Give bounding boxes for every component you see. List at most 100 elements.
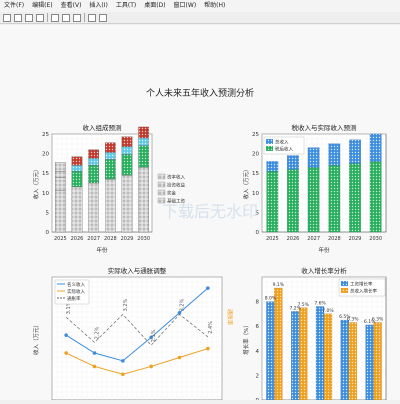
- c1-ytick-label: 10: [42, 191, 49, 197]
- c3-point-s1: [206, 346, 210, 351]
- c1-bar-2029-s3: [121, 136, 133, 147]
- c2-ytick-label: 5: [256, 210, 260, 216]
- c3-point-s0: [149, 335, 153, 340]
- c1-ytick-label: 15: [42, 171, 49, 177]
- c1-bar-2026-s2: [71, 165, 83, 172]
- c2-bar-after-tax-2027: [307, 167, 320, 233]
- menu-item-2[interactable]: 查看(V): [60, 2, 82, 9]
- legend-icon[interactable]: [99, 13, 107, 22]
- c1-xtick-label: 2026: [71, 236, 84, 242]
- c2-xlabel: 年份: [318, 246, 330, 254]
- c1-xtick-label: 2027: [87, 236, 100, 242]
- menu-bar: 文件(F) 编辑(E) 查看(V) 插入(I) 工具(T) 桌面(D) 窗口(W) 帮助(H): [0, 0, 400, 12]
- c4-legend-box: [338, 278, 386, 297]
- figure-canvas: 个人未来五年收入预测分析 收入组成预测 0 5 10 15 20 25 收入（万元） 年份 202…: [0, 25, 400, 404]
- c1-ytick-label: 25: [42, 132, 49, 138]
- c4-data-label: 7.0%: [322, 308, 334, 314]
- c4-bar-wage-2029: [340, 319, 349, 401]
- c4-data-label: 9.1%: [273, 282, 285, 288]
- pan-icon[interactable]: [73, 13, 81, 22]
- c1-bar-2025-s0: [55, 190, 66, 233]
- c3-point-s1: [149, 364, 153, 369]
- c4-data-label: 7.5%: [297, 302, 309, 308]
- c2-bar-total-2029: [349, 139, 361, 164]
- c2-ytick-label: 20: [252, 152, 259, 158]
- c1-ylabel: 收入（万元）: [32, 166, 40, 199]
- menu-item-3[interactable]: 插入(I): [89, 2, 108, 9]
- c2-xtick-label: 2027: [307, 236, 320, 242]
- c1-legend-swatch: [157, 197, 166, 204]
- c1-xtick-label: 2025: [54, 236, 67, 242]
- print-icon[interactable]: [36, 13, 44, 22]
- c3-ylabel: 收入（万元）: [32, 322, 40, 355]
- c2-bar-after-tax-2025: [266, 171, 279, 233]
- c3-point-s0: [177, 310, 182, 315]
- c1-bar-2028-s2: [105, 152, 116, 160]
- c4-ytick-label: 2: [256, 373, 260, 379]
- c4-bar-total-2027: [299, 307, 308, 401]
- c3-line-1: [65, 348, 208, 375]
- c3-point-s0: [206, 286, 210, 290]
- c3-data-label: 2.4%: [208, 321, 214, 334]
- c2-xtick-label: 2030: [369, 236, 382, 242]
- c4-title: 收入增长率分析: [301, 266, 347, 275]
- open-icon[interactable]: [14, 13, 22, 22]
- c2-legend-box: [263, 136, 305, 155]
- c4-data-label: 6.1%: [364, 319, 376, 325]
- c1-bar-2030-s3: [138, 126, 149, 139]
- c1-xtick-label: 2028: [104, 236, 117, 242]
- menu-item-4[interactable]: 工具(T): [115, 2, 137, 9]
- c4-bar-wage-2030: [365, 324, 374, 401]
- c1-bar-2025-s1: [55, 176, 66, 191]
- c3-line-0: [65, 287, 209, 362]
- c1-legend-swatch: [157, 189, 166, 196]
- c1-bar-2028-s1: [105, 159, 116, 180]
- new-figure-icon[interactable]: [3, 13, 11, 22]
- c1-bar-2029-s0: [121, 175, 133, 233]
- c3-y2label: 通胀率: [226, 309, 234, 326]
- c2-ytick-label: 15: [252, 171, 259, 177]
- watermark: 下载后无水印: [162, 202, 258, 221]
- c2-legend-swatch: [266, 146, 273, 151]
- data-cursor-icon[interactable]: [88, 13, 96, 22]
- c1-legend-swatch: [157, 173, 166, 180]
- c1-bar-2030-s1: [138, 145, 149, 168]
- zoom-in-icon[interactable]: [51, 13, 59, 22]
- zoom-out-icon[interactable]: [62, 13, 70, 22]
- menu-item-6[interactable]: 窗口(W): [173, 2, 197, 9]
- menu-item-7[interactable]: 帮助(H): [204, 2, 226, 9]
- c1-bar-2027-s2: [88, 158, 99, 166]
- c1-bar-2025-s2: [55, 171, 66, 178]
- c2-xtick-label: 2029: [349, 236, 362, 242]
- c4-data-label: 6.5%: [339, 314, 351, 320]
- c2-bar-after-tax-2028: [328, 165, 341, 233]
- c3-point-s0: [64, 333, 68, 337]
- c3-data-label: 2.2%: [95, 326, 101, 339]
- c3-data-label: 3.2%: [180, 298, 186, 311]
- c4-bar-total-2030: [373, 322, 382, 401]
- menu-item-1[interactable]: 编辑(E): [32, 2, 53, 9]
- c1-bar-2025-s3: [55, 162, 66, 172]
- c1-xtick-label: 2029: [121, 236, 134, 242]
- c3-legend-label: 通胀率: [67, 295, 81, 302]
- c4-legend-swatch: [341, 281, 348, 286]
- c2-ytick-label: 0: [256, 230, 260, 236]
- c2-bar-total-2025: [266, 161, 279, 172]
- save-icon[interactable]: [25, 13, 33, 22]
- c3-point-s0: [92, 351, 97, 355]
- c4-data-label: 6.3%: [372, 317, 384, 323]
- c1-bar-2030-s0: [138, 167, 149, 233]
- c2-bar-total-2026: [287, 155, 299, 170]
- c2-xtick-label: 2028: [328, 236, 341, 242]
- c1-bar-2030-s2: [138, 137, 149, 146]
- menu-item-0[interactable]: 文件(F): [4, 2, 25, 9]
- c2-title: 税收入与实际收入预测: [292, 123, 358, 132]
- c1-bar-2026-s0: [71, 186, 83, 233]
- c2-xtick-label: 2026: [287, 236, 300, 242]
- c3-data-label: 2.1%: [151, 329, 157, 342]
- c4-ytick-label: 6: [256, 324, 260, 330]
- c2-bar-after-tax-2030: [369, 161, 382, 233]
- c1-bar-2027-s1: [88, 165, 99, 184]
- c3-legend-label: 实际收入: [67, 288, 85, 295]
- menu-item-5[interactable]: 桌面(D): [144, 2, 166, 9]
